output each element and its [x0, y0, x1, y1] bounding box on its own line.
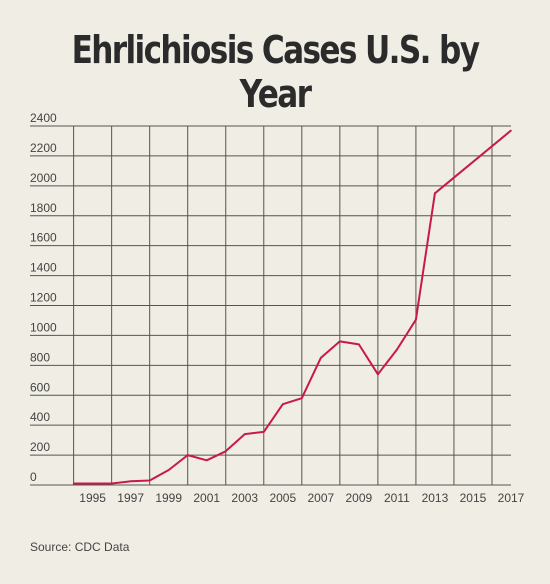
data-point — [434, 192, 436, 195]
data-point — [148, 479, 151, 482]
data-point — [396, 348, 398, 351]
data-point — [110, 482, 113, 485]
x-tick-label: 1999 — [155, 491, 182, 505]
y-tick-label: 0 — [30, 470, 37, 484]
data-point — [358, 343, 360, 346]
x-tick-label: 1995 — [79, 491, 106, 505]
x-tick-label: 1997 — [117, 491, 144, 505]
x-tick-label: 2009 — [346, 491, 373, 505]
x-tick-label: 2003 — [231, 491, 258, 505]
data-point — [262, 431, 265, 433]
y-tick-label: 1800 — [30, 201, 57, 215]
y-tick-label: 2200 — [30, 141, 57, 155]
data-point — [510, 129, 512, 132]
data-point — [320, 357, 322, 359]
series-line — [73, 129, 512, 485]
y-tick-label: 2000 — [30, 171, 57, 185]
x-tick-label: 2017 — [498, 491, 525, 505]
data-point — [415, 318, 417, 321]
y-tick-label: 2400 — [30, 111, 57, 125]
x-tick-label: 2013 — [422, 491, 449, 505]
data-point — [167, 469, 170, 471]
data-point — [91, 482, 94, 485]
data-point — [377, 373, 379, 376]
tick-labels: 0 200 400 600 800 1000 1200 1400 1600 1800 2000 220… — [30, 111, 525, 505]
x-tick-label: 2015 — [460, 491, 487, 505]
y-tick-label: 1000 — [30, 320, 57, 334]
data-point — [186, 454, 189, 456]
data-point — [129, 480, 132, 483]
data-point — [72, 482, 75, 485]
y-tick-label: 800 — [30, 350, 50, 364]
data-point — [243, 433, 246, 435]
x-tick-label: 2007 — [307, 491, 334, 505]
data-point — [301, 397, 303, 400]
x-tick-label: 2011 — [384, 491, 410, 505]
grid-lines — [30, 125, 511, 486]
y-tick-label: 1600 — [30, 231, 57, 245]
data-point — [339, 340, 341, 343]
y-tick-label: 200 — [30, 440, 50, 454]
data-series — [72, 129, 512, 485]
y-tick-label: 1400 — [30, 261, 57, 275]
data-point — [224, 450, 227, 453]
x-tick-label: 2001 — [193, 491, 220, 505]
x-tick-label: 2005 — [269, 491, 296, 505]
y-tick-label: 400 — [30, 410, 50, 424]
data-point — [281, 403, 284, 406]
chart-title: Ehrlichiosis Cases U.S. by Year — [71, 28, 480, 116]
y-tick-label: 600 — [30, 380, 50, 394]
source-note: Source: CDC Data — [30, 540, 130, 554]
y-tick-label: 1200 — [30, 291, 57, 305]
data-point — [205, 459, 208, 462]
